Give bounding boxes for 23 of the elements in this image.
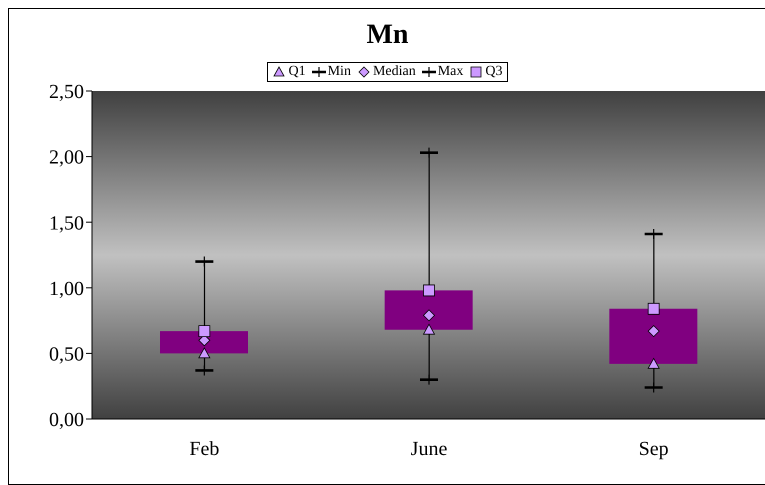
point — [648, 358, 660, 369]
point — [423, 324, 435, 335]
y-tick-label: 2,00 — [49, 146, 84, 169]
legend-label: Q3 — [485, 64, 503, 80]
y-tick-label: 1,00 — [49, 278, 84, 300]
x-tick-label: Sep — [638, 438, 669, 460]
point — [423, 309, 435, 322]
point — [198, 348, 210, 358]
y-tick-label: 2,50 — [49, 81, 84, 104]
y-tick-label: 1,50 — [49, 212, 84, 234]
point — [648, 325, 660, 337]
point — [198, 325, 210, 337]
y-tick-label: 0,00 — [49, 409, 84, 432]
point — [423, 284, 435, 296]
x-tick-label: June — [410, 438, 448, 460]
y-tick-label: 0,50 — [49, 344, 84, 366]
legend-label: Min — [328, 64, 351, 80]
x-tick-label: Feb — [189, 438, 220, 460]
point — [648, 302, 660, 315]
legend-label: Q1 — [288, 64, 306, 80]
legend-label: Median — [372, 64, 416, 80]
legend-label: Max — [438, 64, 464, 80]
chart-title: Mn — [366, 19, 410, 51]
